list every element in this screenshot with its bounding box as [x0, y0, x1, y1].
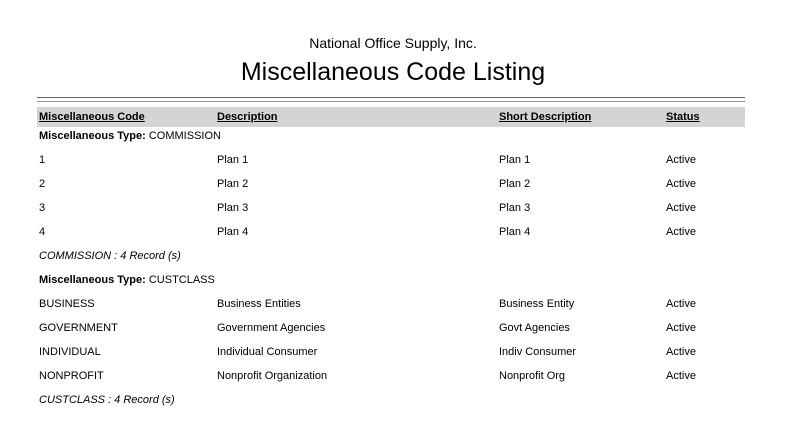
table-cell: Plan 1 — [217, 154, 249, 166]
table-cell: Active — [666, 154, 696, 166]
table-cell: 4 — [39, 226, 46, 238]
table-cell: Government Agencies — [217, 322, 326, 334]
table-cell: Active — [666, 370, 696, 382]
divider — [37, 101, 745, 102]
table-cell: Govt Agencies — [499, 322, 570, 334]
group-label: Miscellaneous Type: — [39, 274, 146, 286]
table-cell: Plan 3 — [217, 202, 249, 214]
table-cell: Active — [666, 346, 696, 358]
group-footer: COMMISSION : 4 Record (s) — [39, 250, 181, 262]
table-cell: Plan 2 — [499, 178, 531, 190]
company-name: National Office Supply, Inc. — [309, 35, 477, 51]
table-cell: BUSINESS — [39, 298, 95, 310]
table-cell: Active — [666, 226, 696, 238]
column-header: Short Description — [499, 111, 592, 123]
column-header: Description — [217, 111, 278, 123]
group-header: Miscellaneous Type: CUSTCLASS — [39, 274, 215, 286]
table-cell: Plan 3 — [499, 202, 531, 214]
table-cell: 2 — [39, 178, 46, 190]
table-cell: Active — [666, 298, 696, 310]
column-header: Status — [666, 111, 700, 123]
table-cell: Indiv Consumer — [499, 346, 577, 358]
table-cell: Active — [666, 322, 696, 334]
table-cell: NONPROFIT — [39, 370, 104, 382]
table-cell: Nonprofit Organization — [217, 370, 328, 382]
group-type: CUSTCLASS — [148, 274, 215, 286]
table-cell: Plan 1 — [499, 154, 531, 166]
table-cell: Nonprofit Org — [499, 370, 566, 382]
table-cell: Plan 4 — [217, 226, 249, 238]
table-cell: Business Entity — [499, 298, 575, 310]
table-cell: Plan 2 — [217, 178, 249, 190]
group-type: COMMISSION — [148, 130, 221, 142]
table-cell: INDIVIDUAL — [39, 346, 101, 358]
column-header-row: Miscellaneous Code Description Short Des… — [37, 107, 745, 127]
table-cell: Business Entities — [217, 298, 301, 310]
table-cell: Plan 4 — [499, 226, 531, 238]
column-header: Miscellaneous Code — [39, 111, 145, 123]
group-label: Miscellaneous Type: — [39, 130, 146, 142]
table-cell: Active — [666, 202, 696, 214]
group-footer: CUSTCLASS : 4 Record (s) — [39, 394, 175, 406]
group-header: Miscellaneous Type: COMMISSION — [39, 130, 221, 142]
divider — [37, 97, 745, 98]
report-title: Miscellaneous Code Listing — [240, 58, 546, 86]
table-cell: Individual Consumer — [217, 346, 318, 358]
table-cell: 3 — [39, 202, 46, 214]
table-cell: Active — [666, 178, 696, 190]
table-cell: 1 — [39, 154, 46, 166]
table-cell: GOVERNMENT — [39, 322, 118, 334]
